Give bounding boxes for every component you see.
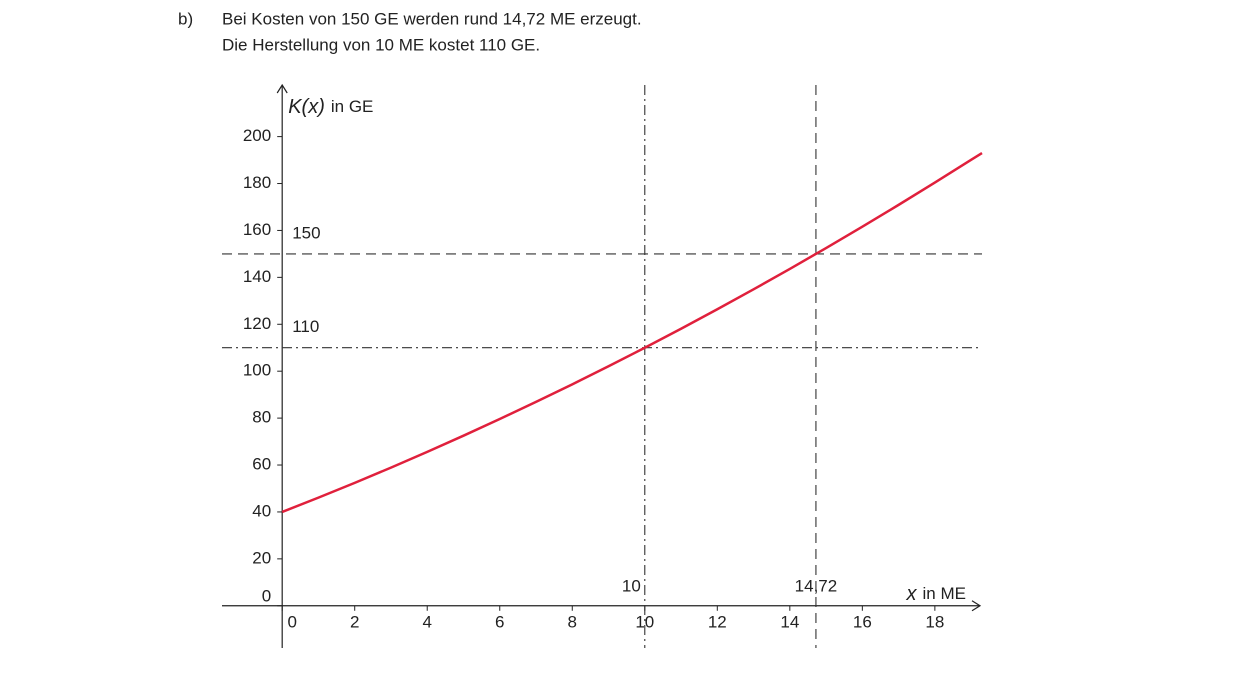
answer-line: Bei Kosten von 150 GE werden rund 14,72 … bbox=[222, 9, 642, 28]
x-label-var: x bbox=[906, 583, 918, 605]
y-tick-label: 120 bbox=[243, 314, 271, 333]
y-tick-label: 140 bbox=[243, 267, 271, 286]
reference-label: 150 bbox=[292, 223, 320, 242]
x-tick-label: 18 bbox=[925, 612, 944, 631]
y-tick-label: 20 bbox=[252, 548, 271, 567]
x-axis-arrow bbox=[971, 600, 982, 612]
curve bbox=[281, 151, 983, 514]
x-tick-label: 4 bbox=[422, 612, 431, 631]
y-tick-label: 160 bbox=[243, 220, 271, 239]
y-tick-label: 180 bbox=[243, 173, 271, 192]
x-tick-label: 16 bbox=[853, 612, 872, 631]
reference-label: 110 bbox=[292, 317, 319, 336]
x-tick-label: 6 bbox=[495, 612, 504, 631]
x-tick-label: 2 bbox=[350, 612, 359, 631]
y-tick-label: 200 bbox=[243, 126, 271, 145]
reference-label: 14,72 bbox=[795, 576, 838, 595]
x-tick-label: 0 bbox=[287, 612, 296, 631]
x-tick-label: 8 bbox=[568, 612, 577, 631]
x-axis-label: x in ME bbox=[906, 583, 966, 605]
y-tick-label: 80 bbox=[252, 408, 271, 427]
y-label-unit: in GE bbox=[331, 97, 374, 116]
x-tick-label: 10 bbox=[635, 612, 654, 631]
y-label-var: K(x) bbox=[288, 96, 325, 118]
x-label-unit: in ME bbox=[923, 584, 966, 603]
reference-label: 10 bbox=[622, 576, 641, 595]
y-tick-label: 0 bbox=[262, 586, 271, 605]
y-tick-label: 60 bbox=[252, 455, 271, 474]
task-label: b) bbox=[178, 9, 193, 28]
answer-line: Die Herstellung von 10 ME kostet 110 GE. bbox=[222, 35, 540, 54]
y-tick-label: 40 bbox=[252, 501, 271, 520]
y-tick-label: 100 bbox=[243, 361, 271, 380]
x-tick-label: 14 bbox=[780, 612, 799, 631]
x-tick-label: 12 bbox=[708, 612, 727, 631]
y-axis-arrow bbox=[276, 83, 288, 94]
chart: 0 2 4 6 8 10 12 14 16 180204060801001201401601802… bbox=[222, 83, 983, 648]
y-axis-label: K(x) in GE bbox=[288, 96, 373, 118]
